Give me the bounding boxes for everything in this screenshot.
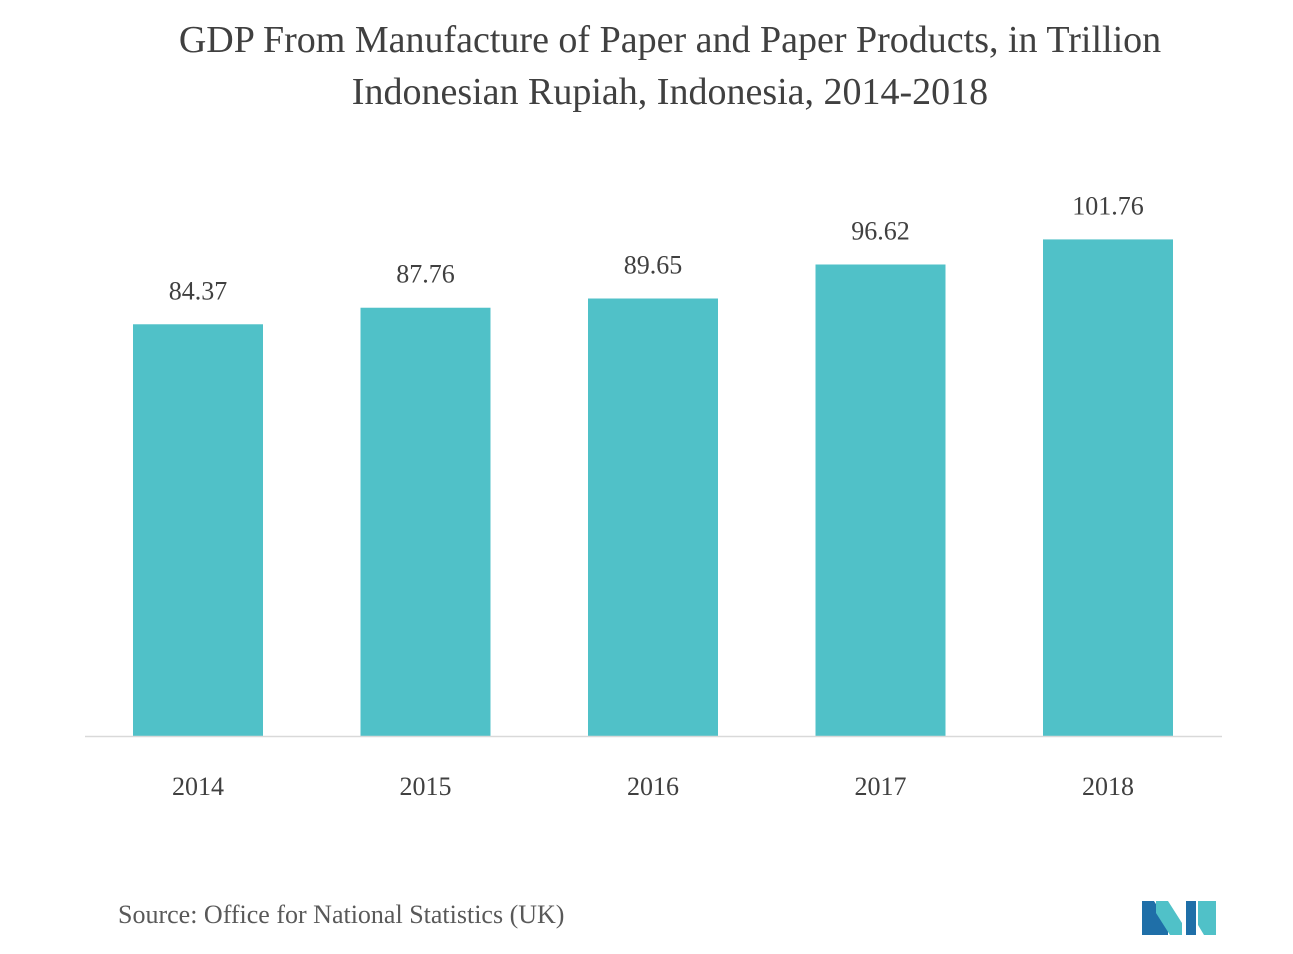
bar-2016 <box>588 298 718 736</box>
x-tick-labels-group: 2014 2015 2016 2017 2018 <box>172 772 1134 801</box>
value-label-2018: 101.76 <box>1072 191 1144 220</box>
value-label-2017: 96.62 <box>851 216 910 245</box>
logo-shape-left <box>1142 901 1168 935</box>
logo-shape-right-bar <box>1186 901 1196 935</box>
bars-group <box>133 239 1173 736</box>
x-tick-label-2016: 2016 <box>627 772 679 801</box>
chart-title: GDP From Manufacture of Paper and Paper … <box>60 14 1280 118</box>
x-tick-label-2015: 2015 <box>400 772 452 801</box>
x-tick-label-2014: 2014 <box>172 772 224 801</box>
bar-2014 <box>133 324 263 736</box>
bar-2017 <box>815 264 946 736</box>
chart-title-line-2: Indonesian Rupiah, Indonesia, 2014-2018 <box>351 71 989 113</box>
bar-2018 <box>1043 239 1173 736</box>
logo-shape-right <box>1198 901 1216 935</box>
source-note: Source: Office for National Statistics (… <box>118 900 565 929</box>
value-label-2015: 87.76 <box>396 260 455 289</box>
company-logo <box>1142 901 1216 935</box>
x-tick-label-2018: 2018 <box>1082 772 1134 801</box>
value-label-2014: 84.37 <box>169 276 228 305</box>
x-tick-label-2017: 2017 <box>855 772 907 801</box>
logo-shape-mid <box>1156 901 1182 935</box>
chart-title-line-1: GDP From Manufacture of Paper and Paper … <box>178 19 1162 61</box>
bar-2015 <box>360 307 491 736</box>
value-labels-group: 84.37 87.76 89.65 96.62 101.76 <box>169 191 1144 305</box>
value-label-2016: 89.65 <box>624 251 683 280</box>
